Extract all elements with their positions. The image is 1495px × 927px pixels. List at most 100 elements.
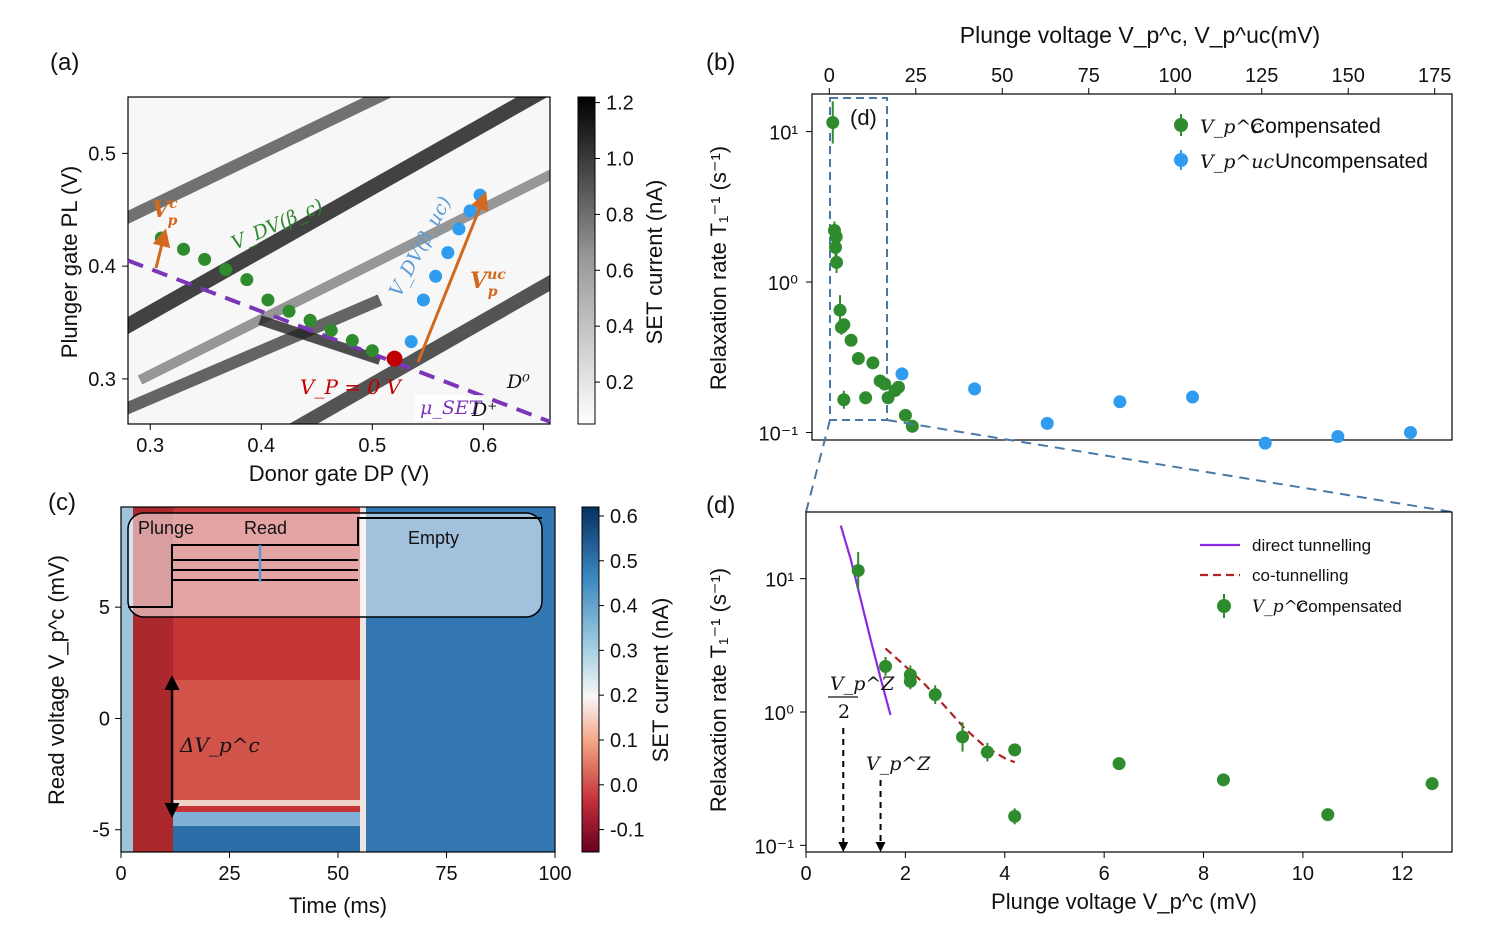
a-cb-tick-label: 0.8 [606, 204, 634, 226]
b-compensated-point [826, 115, 840, 129]
b-xtick-label: 50 [991, 65, 1013, 87]
dplus-annotation: D⁺ [471, 399, 497, 421]
d-compensated-point [980, 745, 994, 759]
d-compensated-point [1008, 743, 1022, 757]
panel-b-xlabel: Plunge voltage V_p^c, V_p^uc(mV) [960, 22, 1320, 48]
d-xtick-label: 12 [1391, 863, 1413, 885]
d-ytick-label: 10¹ [765, 570, 794, 592]
b-uncompensated-point [1258, 436, 1272, 450]
legend-compensated-symbol: V_p^c [1200, 116, 1262, 138]
d-xtick-label: 2 [900, 863, 911, 885]
d0-annotation: D⁰ [506, 371, 530, 393]
b-ytick-label: 10⁰ [768, 273, 798, 295]
b-compensated-point [837, 318, 851, 332]
panel-c-colorbar-label: SET current (nA) [648, 598, 673, 763]
b-xtick-label: 25 [905, 65, 927, 87]
a-cb-tick-label: 0.6 [606, 260, 634, 282]
d-xtick-label: 4 [999, 863, 1010, 885]
inset-region-label: (d) [850, 105, 877, 130]
heatmap-white-line-1 [173, 800, 364, 806]
pulse-inset [127, 512, 543, 618]
b-compensated-point [830, 255, 844, 269]
a-uncompensated-dot [416, 293, 430, 307]
c-cb-tick-label: 0.2 [610, 685, 638, 707]
b-compensated-point [866, 356, 880, 370]
a-xtick-label: 0.4 [247, 435, 275, 457]
b-uncompensated-point [1040, 416, 1054, 430]
mu-set-annotation: μ_SET [420, 397, 483, 419]
mu-label-bg [415, 395, 483, 421]
a-origin-dot [386, 350, 403, 367]
vz-half-denominator: 2 [838, 701, 850, 723]
c-xtick-label: 0 [115, 863, 126, 885]
vz-half-marker-arrowhead [838, 842, 849, 852]
b-uncompensated-point [1186, 390, 1200, 404]
vz-half-numerator: V_p^Z [830, 673, 895, 695]
vpc-annotation: Vc p [152, 196, 178, 229]
delta-vpc-label: ΔV_p^c [179, 733, 260, 757]
legend-cotunnelling-text: co-tunnelling [1252, 566, 1348, 585]
a-uncompensated-dot [441, 246, 455, 260]
panel-d-ylabel: Relaxation rate T₁⁻¹ (s⁻¹) [706, 568, 731, 812]
a-uncompensated-dot [463, 204, 477, 218]
pulse-trace [128, 517, 542, 608]
panel-b-label: (b) [706, 49, 735, 76]
b-ytick-label: 10¹ [769, 123, 798, 145]
a-xtick-label: 0.6 [469, 435, 497, 457]
panel-d-frame [805, 511, 1453, 853]
panel-a-ylabel: Plunger gate PL (V) [57, 166, 82, 358]
d-compensated-point [1321, 808, 1335, 822]
d-xtick-label: 8 [1198, 863, 1209, 885]
panel-d: 0 2 4 6 8 10 12 10⁻¹ 10⁰ 10¹ V_p^Z 2 V_p^Z Plunge… [706, 511, 1453, 914]
a-compensated-dot [240, 273, 254, 287]
b-compensated-point [905, 419, 919, 433]
panel-a-colorbar [577, 96, 596, 425]
a-ytick-label: 0.5 [88, 143, 116, 165]
b-compensated-point [829, 240, 843, 254]
panel-c-ticks: 0 25 50 75 100-505 [92, 597, 571, 885]
panel-b-frame [811, 93, 1453, 441]
d-compensated-point [928, 688, 942, 702]
c-xtick-label: 75 [435, 863, 457, 885]
b-uncompensated-point [895, 367, 909, 381]
a-xtick-label: 0.3 [136, 435, 164, 457]
legend-compensated-text: Compensated [1250, 115, 1381, 138]
a-compensated-dot [365, 344, 379, 358]
panel-b-points [826, 101, 1417, 450]
c-xtick-label: 100 [538, 863, 571, 885]
a-compensated-dot [198, 252, 212, 266]
panel-a-ticks: 0.3 0.4 0.5 0.6 0.3 0.4 0.5 [88, 143, 497, 457]
heatmap-transition [360, 507, 366, 852]
b-uncompensated-point [1403, 425, 1417, 439]
panel-d-vz-markers [838, 728, 886, 852]
a-xtick-label: 0.5 [358, 435, 386, 457]
b-uncompensated-point [1331, 430, 1345, 444]
vz-marker-arrowhead [875, 842, 886, 852]
b-compensated-point [837, 393, 851, 407]
c-cb-tick-label: 0.3 [610, 640, 638, 662]
a-compensated-dot [282, 304, 296, 318]
b-ytick-label: 10⁻¹ [759, 423, 799, 445]
d-compensated-point [879, 659, 893, 673]
c-cb-tick-label: 0.5 [610, 551, 638, 573]
d-ytick-label: 10⁰ [764, 703, 794, 725]
zoom-connector-right [886, 419, 1453, 513]
a-cb-tick-label: 0.4 [606, 316, 634, 338]
direct-tunnelling-curve [839, 525, 892, 716]
a-cb-tick-label: 1.2 [606, 93, 634, 115]
d-xtick-label: 10 [1292, 863, 1314, 885]
a-cb-tick-label: 1.0 [606, 148, 634, 170]
legend-d-compensated-text: Compensated [1296, 597, 1402, 616]
panel-d-points [851, 551, 1439, 825]
panel-b: (d) 0 25 50 75 100 125 150 175 10⁻¹ 10⁰ 10¹ Plunge… [706, 22, 1453, 513]
panel-c-ylabel: Read voltage V_p^c (mV) [44, 555, 69, 805]
vpuc-arrow [416, 191, 488, 363]
legend-uncompensated-text: Uncompensated [1275, 150, 1428, 173]
b-xtick-label: 100 [1159, 65, 1192, 87]
heatmap-blue-step [173, 812, 364, 826]
c-cb-tick-label: 0.0 [610, 775, 638, 797]
b-xtick-label: 75 [1078, 65, 1100, 87]
vpc-arrow [152, 228, 171, 269]
vz-label: V_p^Z [866, 753, 931, 775]
